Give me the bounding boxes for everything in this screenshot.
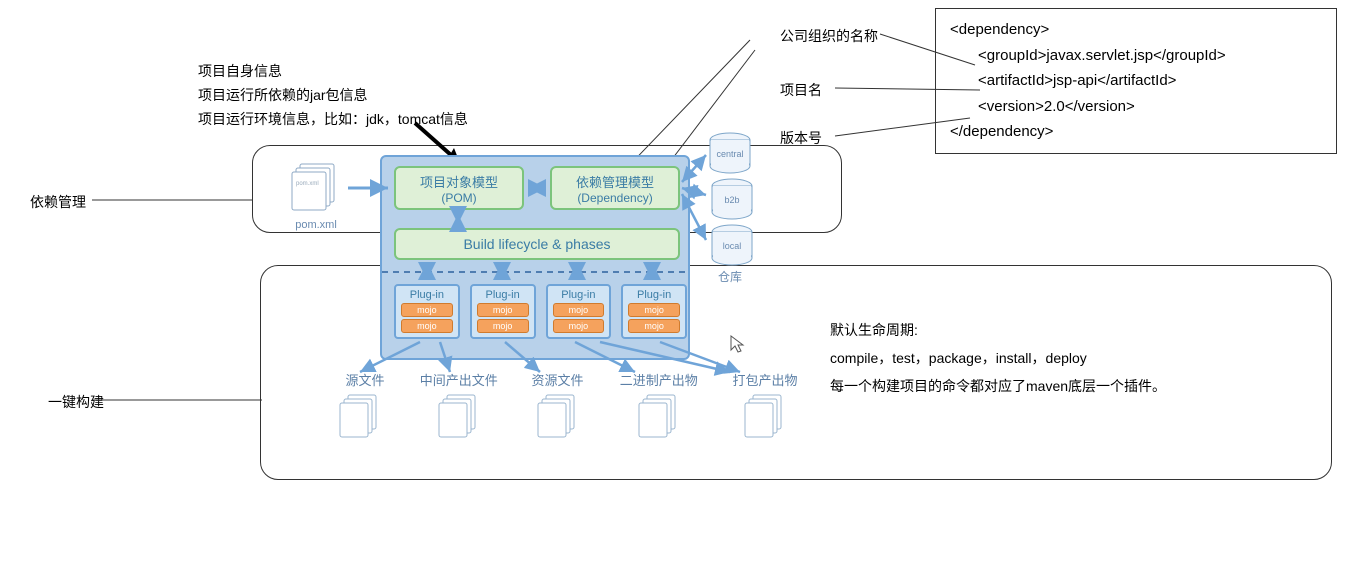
svg-text:local: local — [723, 241, 742, 251]
plugin-label: Plug-in — [625, 289, 683, 301]
side-connectors — [92, 180, 262, 420]
plugin-label: Plug-in — [474, 289, 532, 301]
dep-code-l5: </dependency> — [950, 119, 1322, 145]
plugin-label: Plug-in — [398, 289, 456, 301]
outputs-row: 源文件 中间产出文件 资源文件 二进制产出物 打包产出物 — [330, 370, 810, 442]
plugin-2: Plug-in mojo mojo — [470, 284, 536, 339]
mojo: mojo — [628, 319, 680, 333]
mojo: mojo — [628, 303, 680, 317]
cursor-icon — [730, 335, 746, 358]
right-note-l3: 每一个构建项目的命令都对应了maven底层一个插件。 — [830, 372, 1166, 400]
lifecycle-plugin-arrows — [394, 260, 687, 284]
svg-text:b2b: b2b — [724, 195, 739, 205]
side-label-dependency: 依赖管理 — [30, 192, 86, 212]
mojo: mojo — [477, 303, 529, 317]
svg-text:pom.xml: pom.xml — [296, 181, 319, 187]
repo-label: 仓库 — [718, 268, 742, 285]
plugin-1: Plug-in mojo mojo — [394, 284, 460, 339]
output-1: 中间产出文件 — [414, 370, 504, 389]
mojo: mojo — [477, 319, 529, 333]
output-4: 打包产出物 — [720, 370, 810, 389]
plugin-label: Plug-in — [550, 289, 608, 301]
dep-to-cyl-arrows — [680, 140, 720, 260]
plugin-3: Plug-in mojo mojo — [546, 284, 612, 339]
svg-text:central: central — [716, 149, 743, 159]
top-note-line1: 项目自身信息 — [198, 60, 468, 84]
dep-code-l2: <groupId>javax.servlet.jsp</groupId> — [950, 43, 1322, 69]
plugin-4: Plug-in mojo mojo — [621, 284, 687, 339]
output-3: 二进制产出物 — [611, 370, 706, 389]
mojo: mojo — [553, 303, 605, 317]
plugins-row: Plug-in mojo mojo Plug-in mojo mojo Plug… — [394, 284, 687, 339]
dep-code-l1: <dependency> — [950, 17, 1322, 43]
dep-code-l4: <version>2.0</version> — [950, 94, 1322, 120]
right-note-l2: compile，test，package，install，deploy — [830, 344, 1166, 372]
mojo: mojo — [401, 303, 453, 317]
output-2: 资源文件 — [518, 370, 598, 389]
mojo: mojo — [553, 319, 605, 333]
dependency-code-box: <dependency> <groupId>javax.servlet.jsp<… — [935, 8, 1337, 154]
dep-code-l3: <artifactId>jsp-api</artifactId> — [950, 68, 1322, 94]
top-note-line2: 项目运行所依赖的jar包信息 — [198, 84, 468, 108]
right-notes: 默认生命周期: compile，test，package，install，dep… — [830, 316, 1166, 400]
mojo: mojo — [401, 319, 453, 333]
output-0: 源文件 — [330, 370, 400, 389]
right-note-l1: 默认生命周期: — [830, 316, 1166, 344]
